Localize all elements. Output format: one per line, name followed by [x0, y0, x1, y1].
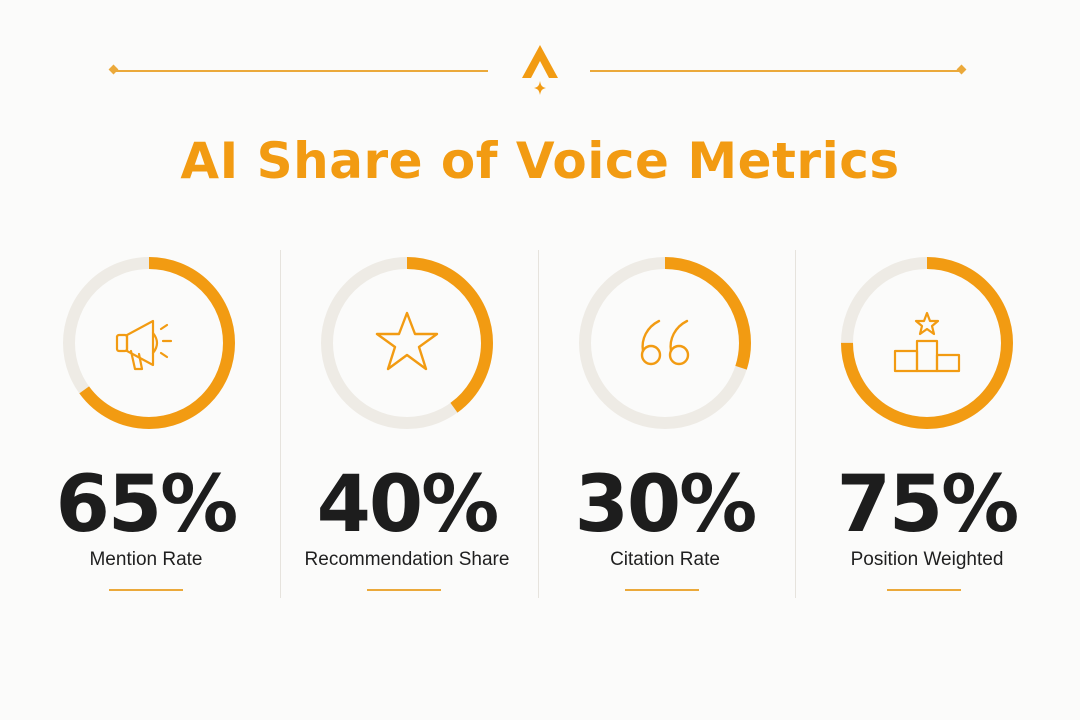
- column-divider: [795, 250, 796, 598]
- logo-icon: [522, 45, 558, 95]
- metric-value: 40%: [316, 460, 500, 550]
- metric-label: Citation Rate: [610, 549, 720, 570]
- header-diamond-right: [956, 64, 967, 75]
- donut-chart: [579, 257, 751, 429]
- donut-chart: [321, 257, 493, 429]
- megaphone-icon: [115, 319, 173, 371]
- metric-label: Mention Rate: [89, 549, 203, 570]
- label-underline: [887, 589, 961, 591]
- metric-recommendation-share: 40% Recommendation Share: [277, 245, 537, 605]
- metric-label: Position Weighted: [850, 549, 1004, 570]
- header-diamond-left: [108, 64, 119, 75]
- quote-icon: [640, 319, 690, 366]
- header-rule-right: [590, 70, 962, 72]
- donut-chart: [841, 257, 1013, 429]
- donut-arc-mention-rate: [63, 257, 235, 429]
- metric-citation-rate: 30% Citation Rate: [535, 245, 795, 605]
- label-underline: [109, 589, 183, 591]
- metric-mention-rate: 65% Mention Rate: [16, 245, 276, 605]
- metric-value: 65%: [55, 460, 239, 550]
- page-title: AI Share of Voice Metrics: [180, 132, 900, 190]
- header-rule-left: [114, 70, 488, 72]
- donut-chart: [63, 257, 235, 429]
- star-icon: [375, 311, 439, 371]
- donut-arc-recommendation-share: [321, 257, 493, 429]
- podium-icon: [893, 311, 961, 373]
- metric-value: 75%: [836, 460, 1020, 550]
- metric-position-weighted: 75% Position Weighted: [797, 245, 1057, 605]
- metric-label: Recommendation Share: [304, 549, 510, 570]
- column-divider: [538, 250, 539, 598]
- metric-value: 30%: [574, 460, 758, 550]
- label-underline: [625, 589, 699, 591]
- label-underline: [367, 589, 441, 591]
- donut-arc-position-weighted: [841, 257, 1013, 429]
- donut-arc-citation-rate: [579, 257, 751, 429]
- column-divider: [280, 250, 281, 598]
